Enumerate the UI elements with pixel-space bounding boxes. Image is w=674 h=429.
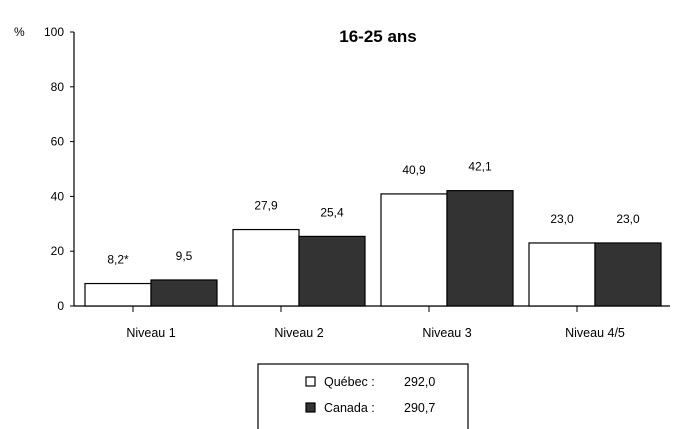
data-label: 8,2* <box>107 253 129 267</box>
data-label: 23,0 <box>616 212 640 226</box>
y-tick-label: 100 <box>44 25 64 39</box>
legend-box <box>257 363 469 429</box>
bar-québec-3 <box>380 193 448 307</box>
legend-swatch-québec <box>305 376 316 387</box>
chart-title: 16-25 ans <box>339 27 417 46</box>
data-label: 9,5 <box>176 249 193 263</box>
bar-canada-4 <box>594 242 662 307</box>
x-categories: Niveau 1 Niveau 2 Niveau 3 Niveau 4/5 <box>126 306 625 340</box>
data-label: 40,9 <box>402 163 426 177</box>
y-axis-label: % <box>14 25 25 39</box>
bar-canada-2 <box>298 235 366 307</box>
data-label: 42,1 <box>468 160 492 174</box>
legend-label-québec: Québec : <box>324 375 375 389</box>
y-tick-label: 0 <box>57 299 64 313</box>
data-label: 23,0 <box>550 212 574 226</box>
y-tick-label: 20 <box>51 244 65 258</box>
bar-québec-1 <box>84 282 152 307</box>
legend-value-canada: 290,7 <box>404 401 435 415</box>
x-category-label: Niveau 2 <box>274 326 323 340</box>
bar-québec-4 <box>528 242 596 307</box>
x-category-label: Niveau 4/5 <box>565 326 625 340</box>
data-label: 27,9 <box>254 199 278 213</box>
y-ticks: 0 20 40 60 80 100 <box>44 25 74 313</box>
y-tick-label: 40 <box>51 189 65 203</box>
legend-value-québec: 292,0 <box>404 375 435 389</box>
x-category-label: Niveau 3 <box>422 326 471 340</box>
legend-swatch-canada <box>305 402 316 413</box>
legend: Québec : 292,0 Canada : 290,7 <box>257 363 469 429</box>
legend-label-canada: Canada : <box>324 401 375 415</box>
x-category-label: Niveau 1 <box>126 326 175 340</box>
bar-canada-1 <box>150 279 218 307</box>
data-label: 25,4 <box>320 205 344 219</box>
bars: 8,2* 9,5 27,9 25,4 40,9 42,1 23,0 23,0 <box>84 160 662 307</box>
bar-canada-3 <box>446 190 514 307</box>
y-tick-label: 80 <box>51 80 65 94</box>
y-tick-label: 60 <box>51 135 65 149</box>
bar-québec-2 <box>232 228 300 307</box>
